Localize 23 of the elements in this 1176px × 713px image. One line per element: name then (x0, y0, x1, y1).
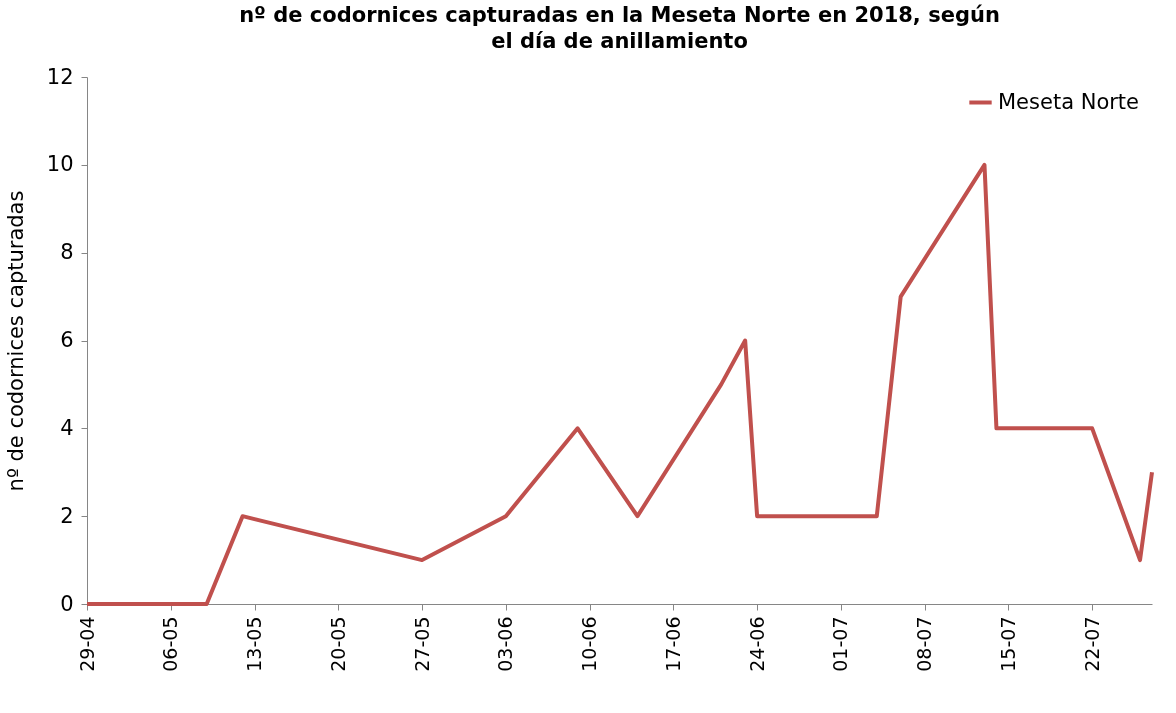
y-tick-label: 0 (60, 591, 74, 616)
x-tick-label: 13-05 (243, 616, 266, 672)
x-tick-label: 22-07 (1080, 616, 1103, 672)
x-tick-label: 06-05 (159, 616, 182, 672)
y-tick-label: 10 (46, 152, 74, 177)
legend-label: Meseta Norte (998, 89, 1140, 114)
chart-title: nº de codornices capturadas en la Meseta Norte en 2018, según el día de anillamiento (239, 3, 1000, 53)
x-tick-label: 15-07 (996, 616, 1019, 672)
y-tick-label: 8 (60, 240, 74, 265)
y-tick-label: 4 (60, 415, 74, 440)
x-tick-label: 27-05 (410, 616, 433, 672)
x-tick-label: 17-06 (661, 616, 684, 672)
y-tick-label: 6 (60, 328, 74, 352)
x-tick-label: 24-06 (745, 616, 768, 672)
x-tick-label: 03-06 (494, 616, 517, 672)
y-tick-label: 12 (46, 64, 74, 89)
x-tick-label: 20-05 (326, 616, 349, 672)
y-tick-label: 2 (60, 503, 74, 528)
x-tick-label: 29-04 (75, 616, 98, 672)
x-tick-label: 10-06 (578, 616, 601, 672)
x-tick-label: 01-07 (829, 616, 852, 672)
x-tick-label: 08-07 (913, 616, 936, 672)
y-axis-title: nº de codornices capturadas (3, 190, 28, 492)
